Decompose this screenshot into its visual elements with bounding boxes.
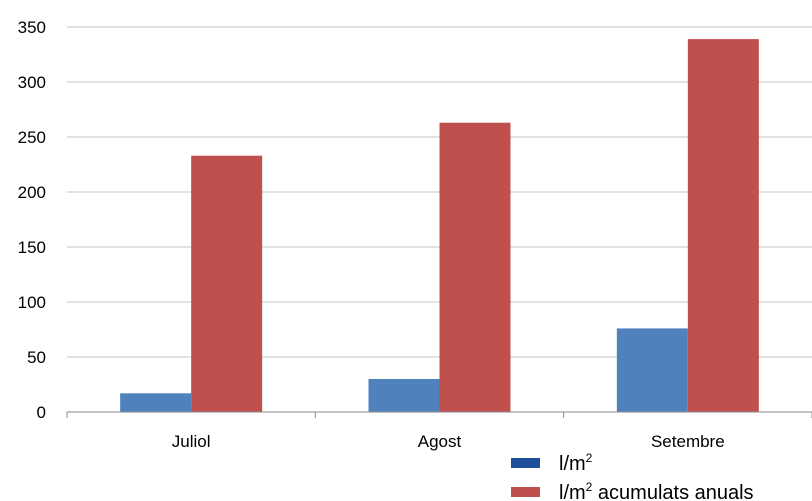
y-tick-label: 100	[18, 293, 46, 312]
bar-cumulative-juliol	[191, 155, 263, 412]
y-tick-label: 300	[18, 73, 46, 92]
legend-label-unit: l/m	[559, 482, 586, 501]
y-tick-label: 50	[27, 348, 46, 367]
bar-monthly-setembre	[616, 328, 688, 412]
bar-monthly-juliol	[120, 393, 192, 412]
legend-label-cumulative: l/m2 acumulats anuals	[559, 480, 754, 501]
y-tick-label: 250	[18, 128, 46, 147]
legend-label-monthly: l/m2	[559, 451, 593, 475]
legend-swatch-monthly	[511, 458, 540, 468]
legend-swatch-cumulative	[511, 487, 540, 497]
y-tick-label: 0	[37, 403, 46, 422]
legend-label-unit: l/m	[559, 453, 586, 475]
legend-label-superscript: 2	[586, 480, 593, 494]
legend-label-suffix: acumulats anuals	[592, 482, 753, 501]
x-tick-label-agost: Agost	[418, 432, 462, 451]
y-tick-label: 150	[18, 238, 46, 257]
x-tick-label-setembre: Setembre	[651, 432, 725, 451]
bar-monthly-agost	[368, 379, 440, 412]
y-tick-label: 200	[18, 183, 46, 202]
bar-cumulative-setembre	[687, 39, 759, 412]
y-tick-label: 350	[18, 18, 46, 37]
legend-label-superscript: 2	[586, 451, 593, 465]
bar-cumulative-agost	[439, 122, 511, 412]
x-tick-label-juliol: Juliol	[172, 432, 211, 451]
